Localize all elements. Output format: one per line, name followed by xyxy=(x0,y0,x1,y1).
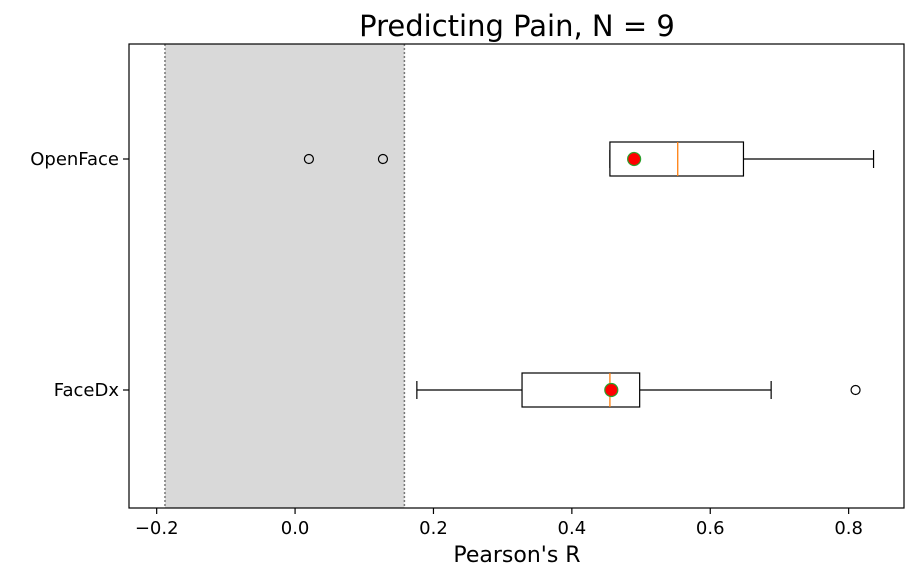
outlier-point xyxy=(377,153,389,165)
y-tick-label: FaceDx xyxy=(54,380,120,401)
mean-marker xyxy=(604,382,619,398)
y-tick-label: OpenFace xyxy=(30,149,119,170)
x-axis-label: Pearson's R xyxy=(453,543,580,568)
shaded-region-layer xyxy=(164,44,406,508)
x-tick-label: 0.4 xyxy=(558,518,587,539)
shaded-region xyxy=(164,44,405,508)
plot-frame xyxy=(128,43,905,509)
x-tick-label: 0.6 xyxy=(696,518,725,539)
chart-title: Predicting Pain, N = 9 xyxy=(359,9,675,43)
mean-marker xyxy=(627,151,642,167)
box-group-openface xyxy=(303,141,875,177)
x-tick-label: −0.2 xyxy=(135,518,179,539)
y-axis-ticks: OpenFace FaceDx xyxy=(30,149,129,401)
x-tick-label: 0.2 xyxy=(419,518,448,539)
box-layer xyxy=(303,141,875,408)
box-group-facedx xyxy=(416,372,861,408)
x-axis-ticks: −0.2 0.0 0.2 0.4 0.6 0.8 xyxy=(135,508,863,539)
x-tick-label: 0.8 xyxy=(834,518,863,539)
box-iqr xyxy=(521,372,641,408)
outlier-point xyxy=(850,384,861,396)
x-tick-label: 0.0 xyxy=(281,518,310,539)
outlier-point xyxy=(303,153,315,165)
